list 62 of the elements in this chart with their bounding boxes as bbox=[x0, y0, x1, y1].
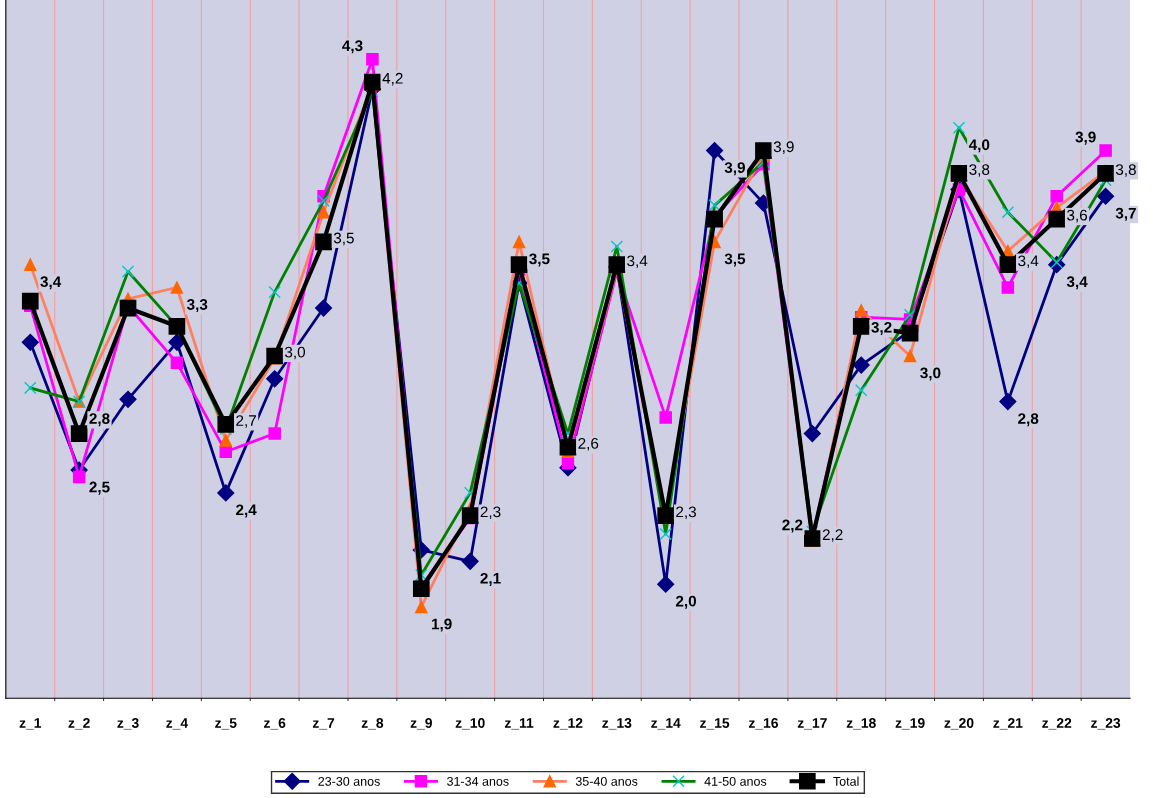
data-label: 2,1 bbox=[480, 572, 501, 586]
x-tick-label: z_21 bbox=[993, 718, 1023, 730]
x-tick-label: z_14 bbox=[651, 718, 681, 730]
data-label: 3,4 bbox=[1018, 255, 1039, 269]
x-tick-label: z_15 bbox=[700, 718, 730, 730]
legend-label: 41-50 anos bbox=[704, 776, 767, 786]
data-label: 2,7 bbox=[236, 415, 256, 428]
data-label: 3,0 bbox=[284, 346, 306, 360]
legend-label: 35-40 anos bbox=[575, 776, 638, 786]
data-label: 3,4 bbox=[627, 255, 648, 269]
data-label: 3,8 bbox=[1115, 164, 1136, 177]
data-label: 3,4 bbox=[1066, 276, 1088, 290]
data-label: 4,2 bbox=[382, 72, 403, 86]
data-label: 3,5 bbox=[333, 232, 354, 246]
data-label: 2,2 bbox=[822, 529, 843, 542]
x-tick-label: z_12 bbox=[553, 718, 583, 730]
data-label: 3,3 bbox=[186, 299, 208, 313]
data-label: 4,3 bbox=[342, 40, 363, 54]
data-label: 2,3 bbox=[480, 506, 501, 520]
x-tick-label: z_3 bbox=[117, 718, 139, 730]
data-label: 2,8 bbox=[89, 413, 110, 427]
data-label: 1,9 bbox=[431, 618, 452, 632]
x-tick-label: z_7 bbox=[312, 718, 335, 730]
x-tick-label: z_9 bbox=[410, 718, 432, 730]
x-tick-label: z_4 bbox=[166, 718, 189, 730]
data-label: 2,0 bbox=[675, 595, 697, 609]
x-tick-label: z_16 bbox=[748, 718, 779, 730]
data-label: 3,5 bbox=[529, 253, 550, 267]
data-label: 3,9 bbox=[1075, 131, 1096, 145]
x-tick-label: z_1 bbox=[19, 718, 42, 730]
data-label: 3,0 bbox=[920, 367, 941, 381]
x-tick-label: z_22 bbox=[1042, 718, 1072, 730]
x-tick-label: z_23 bbox=[1091, 718, 1121, 730]
data-label: 3,6 bbox=[1067, 209, 1088, 223]
x-tick-label: z_8 bbox=[361, 718, 384, 730]
data-label: 3,9 bbox=[773, 141, 794, 154]
x-tick-label: z_2 bbox=[68, 718, 90, 730]
data-label: 2,4 bbox=[236, 504, 257, 518]
legend-label: Total bbox=[833, 776, 859, 786]
data-label: 3,2 bbox=[871, 321, 892, 335]
x-tick-label: z_10 bbox=[455, 718, 485, 730]
legend-label: 31-34 anos bbox=[447, 776, 509, 786]
data-label: 3,9 bbox=[724, 162, 745, 176]
x-tick-label: z_11 bbox=[504, 718, 534, 730]
data-label: 2,2 bbox=[782, 519, 803, 533]
x-tick-label: z_18 bbox=[846, 718, 876, 730]
x-tick-label: z_19 bbox=[895, 718, 925, 730]
x-tick-label: z_6 bbox=[264, 718, 286, 730]
data-label: 3,8 bbox=[969, 164, 990, 177]
data-label: 2,3 bbox=[676, 506, 696, 520]
x-tick-label: z_20 bbox=[944, 718, 974, 730]
data-label: 3,5 bbox=[724, 253, 746, 267]
legend-label: 23-30 anos bbox=[318, 776, 380, 786]
x-tick-label: z_5 bbox=[215, 718, 237, 730]
x-tick-label: z_13 bbox=[602, 718, 632, 730]
x-tick-label: z_17 bbox=[797, 718, 827, 730]
data-label: 3,7 bbox=[1115, 207, 1136, 221]
data-label: 2,8 bbox=[1018, 413, 1039, 427]
data-label: 4,0 bbox=[968, 139, 990, 153]
data-label: 2,5 bbox=[89, 481, 110, 495]
data-label: 2,6 bbox=[578, 437, 599, 451]
data-label: 3,4 bbox=[40, 276, 62, 290]
